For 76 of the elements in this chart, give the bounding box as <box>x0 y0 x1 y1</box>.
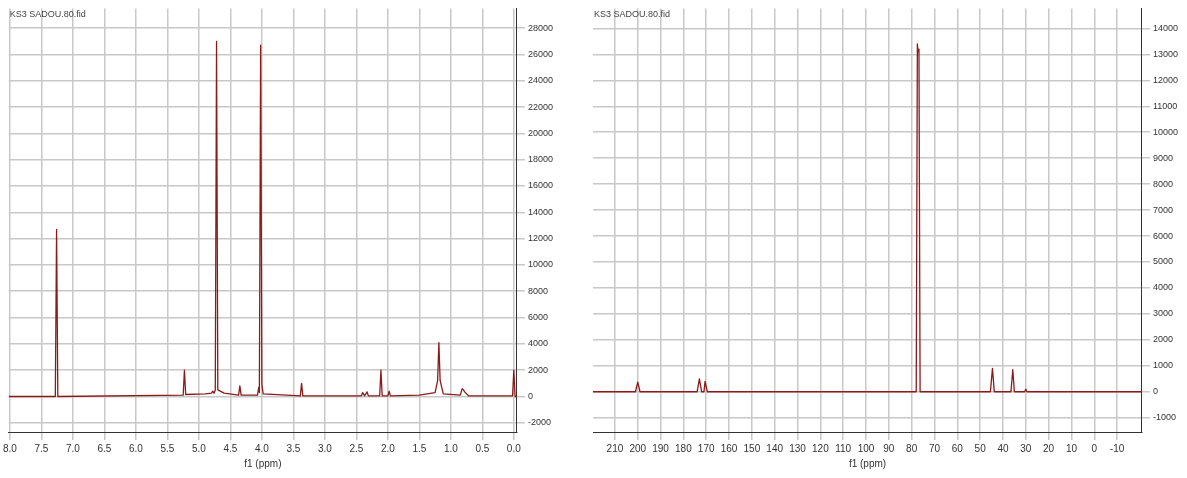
x-tick-label: 160 <box>720 442 738 454</box>
y-tick-label: 3000 <box>1152 308 1173 319</box>
annotation: KS3 SADOU.80.fid <box>9 9 86 20</box>
y-tick-label: 2000 <box>527 364 548 375</box>
x-tick-label: 100 <box>857 442 875 454</box>
y-tick-label: 6000 <box>527 312 548 323</box>
x-tick-label: 6.0 <box>128 442 144 454</box>
x-tick-label: 110 <box>835 442 852 454</box>
x-tick-label: 3.0 <box>317 442 333 454</box>
x-axis-title: f1 (ppm) <box>848 457 887 469</box>
x-tick-label: 7.0 <box>66 442 81 454</box>
y-tick-label: 1000 <box>1152 360 1173 371</box>
x-tick-label: 2.0 <box>380 442 396 454</box>
y-tick-label: 26000 <box>527 48 553 59</box>
y-tick-label: 22000 <box>527 101 553 112</box>
y-tick-label: 9000 <box>1152 152 1173 163</box>
y-tick-label: 18000 <box>527 154 553 165</box>
y-tick-label: -2000 <box>527 417 551 428</box>
x-tick-label: 30 <box>1020 442 1032 454</box>
x-tick-label: 70 <box>928 442 941 454</box>
x-tick-label: 0.5 <box>475 442 490 454</box>
y-tick-label: 0 <box>1152 386 1158 397</box>
x-tick-label: 170 <box>697 442 715 454</box>
y-tick-label: 0 <box>527 390 533 401</box>
y-tick-label: 16000 <box>527 180 553 191</box>
x-tick-label: 120 <box>812 442 830 454</box>
x-tick-label: 130 <box>789 442 807 454</box>
y-tick-label: 5000 <box>1152 256 1173 267</box>
x-tick-label: 10 <box>1065 442 1078 454</box>
y-tick-label: 10000 <box>1152 126 1178 137</box>
x-tick-label: 60 <box>951 442 964 454</box>
x-tick-label: 140 <box>766 442 784 454</box>
x-axis-title: f1 (ppm) <box>244 457 282 469</box>
x-tick-label: 1.5 <box>412 442 427 454</box>
y-tick-label: 14000 <box>527 206 553 217</box>
y-tick-label: 8000 <box>527 285 548 296</box>
y-tick-label: 7000 <box>1152 204 1173 215</box>
x-tick-label: 7.5 <box>34 442 49 454</box>
x-tick-label: 80 <box>906 442 918 454</box>
y-tick-label: -1000 <box>1152 412 1176 423</box>
x-tick-label: 20 <box>1043 442 1055 454</box>
y-tick-label: 20000 <box>527 127 553 138</box>
y-tick-label: 8000 <box>1152 178 1173 189</box>
y-tick-label: 28000 <box>527 22 553 33</box>
x-tick-label: 6.5 <box>97 442 112 454</box>
x-tick-label: 1.0 <box>443 442 459 454</box>
x-tick-label: 4.5 <box>223 442 238 454</box>
x-tick-label: 4.0 <box>254 442 270 454</box>
x-tick-label: 190 <box>652 442 670 454</box>
y-tick-label: 14000 <box>1152 22 1178 33</box>
y-tick-label: 2000 <box>1152 334 1173 345</box>
y-tick-label: 12000 <box>527 233 553 244</box>
x-tick-label: 50 <box>974 442 987 454</box>
x-tick-label: 0 <box>1091 442 1098 454</box>
x-tick-label: 210 <box>606 442 624 454</box>
x-tick-label: 2.5 <box>349 442 364 454</box>
y-tick-label: 24000 <box>527 75 553 86</box>
y-tick-label: 12000 <box>1152 74 1178 85</box>
x-tick-label: 8.0 <box>3 442 18 454</box>
annotation: KS3 SADOU.80.fid <box>594 9 671 20</box>
x-tick-label: 0.0 <box>506 442 522 454</box>
y-tick-label: 13000 <box>1152 48 1178 59</box>
y-tick-label: 4000 <box>1152 282 1173 293</box>
x-tick-label: 3.5 <box>286 442 301 454</box>
y-tick-label: 11000 <box>1152 100 1178 111</box>
x-tick-label: -10 <box>1109 442 1125 454</box>
x-tick-label: 5.0 <box>191 442 207 454</box>
x-tick-label: 40 <box>997 442 1009 454</box>
x-tick-label: 5.5 <box>160 442 175 454</box>
x-tick-label: 150 <box>743 442 761 454</box>
x-tick-label: 180 <box>675 442 693 454</box>
y-tick-label: 4000 <box>527 338 548 349</box>
x-tick-label: 90 <box>883 442 895 454</box>
y-tick-label: 10000 <box>527 259 553 270</box>
y-tick-label: 6000 <box>1152 230 1173 241</box>
x-tick-label: 200 <box>629 442 647 454</box>
